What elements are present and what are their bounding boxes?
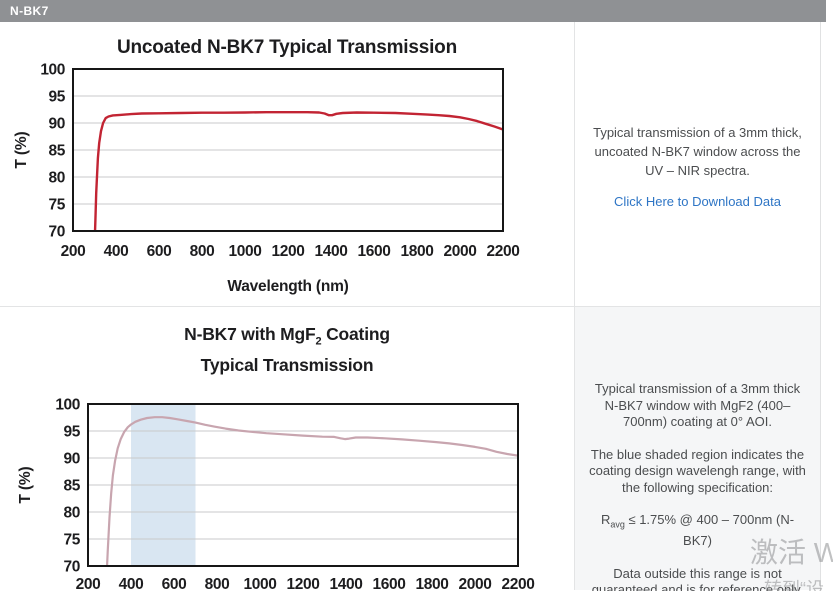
spec-subscript: avg <box>610 519 625 530</box>
x-tick-label: 400 <box>119 576 144 591</box>
x-tick-label: 1400 <box>330 576 363 591</box>
y-tick-label: 75 <box>64 531 81 548</box>
plot-frame <box>72 68 504 232</box>
x-tick-label: 800 <box>190 243 215 260</box>
y-axis-title: T (%) <box>13 132 30 169</box>
reference-note: Data outside this range is not guarantee… <box>591 565 804 591</box>
y-tick-label: 90 <box>64 450 80 467</box>
spec-symbol: R <box>600 512 611 527</box>
x-tick-label: 1600 <box>373 576 406 591</box>
y-tick-label: 70 <box>64 558 80 575</box>
y-axis-title: T (%) <box>17 466 34 503</box>
coated-chart-title: N-BK7 with MgF2 Coating Typical Transmis… <box>0 323 574 377</box>
x-tick-label: 1000 <box>244 576 277 591</box>
activation-watermark-line2: 转到“设 <box>764 579 824 591</box>
section-header-bar: N-BK7 <box>0 0 826 22</box>
coated-title-subscript: 2 <box>315 335 322 348</box>
x-tick-label: 600 <box>147 243 172 260</box>
y-tick-label: 100 <box>55 396 80 413</box>
x-tick-label: 200 <box>61 243 86 260</box>
coated-title-post: Coating <box>321 324 390 344</box>
coated-transmission-chart: 70 75 80 85 90 95 100 200 400 600 800 1000 1200 1400 1… <box>17 396 535 591</box>
y-tick-label: 100 <box>40 62 65 79</box>
activation-watermark: 激活 W 转到“设 <box>750 531 833 591</box>
x-tick-label: 1600 <box>358 243 391 260</box>
content: Uncoated N-BK7 Typical Transmission 70 75… <box>0 22 821 591</box>
x-tick-label: 1200 <box>287 576 320 591</box>
x-tick-label: 400 <box>104 243 129 260</box>
y-tick-label: 95 <box>64 423 81 440</box>
coated-chart-panel: N-BK7 with MgF2 Coating Typical Transmis… <box>0 307 575 591</box>
transmission-curve <box>93 111 503 231</box>
x-tick-label: 1400 <box>315 243 348 260</box>
activation-watermark-line1: 激活 W <box>750 537 833 568</box>
coated-title-pre: N-BK7 with MgF <box>184 324 316 344</box>
y-tick-label: 80 <box>64 504 80 521</box>
uncoated-chart-panel: Uncoated N-BK7 Typical Transmission 70 75… <box>0 22 575 306</box>
x-tick-label: 1200 <box>272 243 305 260</box>
shaded-region-note: The blue shaded region indicates the coa… <box>589 446 806 495</box>
y-tick-label: 75 <box>49 197 66 214</box>
x-axis-title: Wavelength (nm) <box>227 278 348 295</box>
uncoated-transmission-chart: 70 75 80 85 90 95 100 200 400 600 800 1000 1200 1400 1… <box>13 62 520 296</box>
uncoated-description-panel: Typical transmission of a 3mm thick, unc… <box>575 22 820 306</box>
x-tick-label: 1000 <box>229 243 262 260</box>
transmission-curve <box>105 415 518 566</box>
spec-value: ≤ 1.75% @ 400 – 700nm (N-BK7) <box>624 512 795 549</box>
x-tick-label: 2000 <box>459 576 492 591</box>
uncoated-chart-title: Uncoated N-BK7 Typical Transmission <box>116 37 457 58</box>
y-tick-label: 95 <box>49 89 66 106</box>
coated-description: Typical transmission of a 3mm thick N-BK… <box>594 381 801 429</box>
reflectance-spec: Ravg ≤ 1.75% @ 400 – 700nm (N-BK7) <box>589 512 806 550</box>
y-tick-label: 85 <box>49 143 66 160</box>
page-title: N-BK7 <box>10 4 49 18</box>
x-tick-label: 1800 <box>401 243 434 260</box>
x-tick-label: 2000 <box>444 243 477 260</box>
x-tick-label: 2200 <box>502 576 535 591</box>
plot-frame <box>87 402 519 567</box>
x-tick-label: 2200 <box>487 243 520 260</box>
x-tick-label: 800 <box>205 576 230 591</box>
x-tick-label: 200 <box>76 576 101 591</box>
uncoated-section: Uncoated N-BK7 Typical Transmission 70 75… <box>0 22 820 307</box>
uncoated-download-link[interactable]: Click Here to Download Data <box>614 194 781 209</box>
uncoated-description: Typical transmission of a 3mm thick, unc… <box>593 125 802 178</box>
x-tick-label: 600 <box>162 576 187 591</box>
x-tick-label: 1800 <box>416 576 449 591</box>
coated-description-panel: Typical transmission of a 3mm thick N-BK… <box>575 307 820 591</box>
y-tick-label: 80 <box>49 170 65 187</box>
coated-title-line2: Typical Transmission <box>200 354 374 375</box>
coated-section: N-BK7 with MgF2 Coating Typical Transmis… <box>0 307 820 591</box>
y-tick-label: 90 <box>49 116 65 133</box>
y-tick-label: 85 <box>64 477 81 494</box>
y-tick-label: 70 <box>49 224 65 241</box>
